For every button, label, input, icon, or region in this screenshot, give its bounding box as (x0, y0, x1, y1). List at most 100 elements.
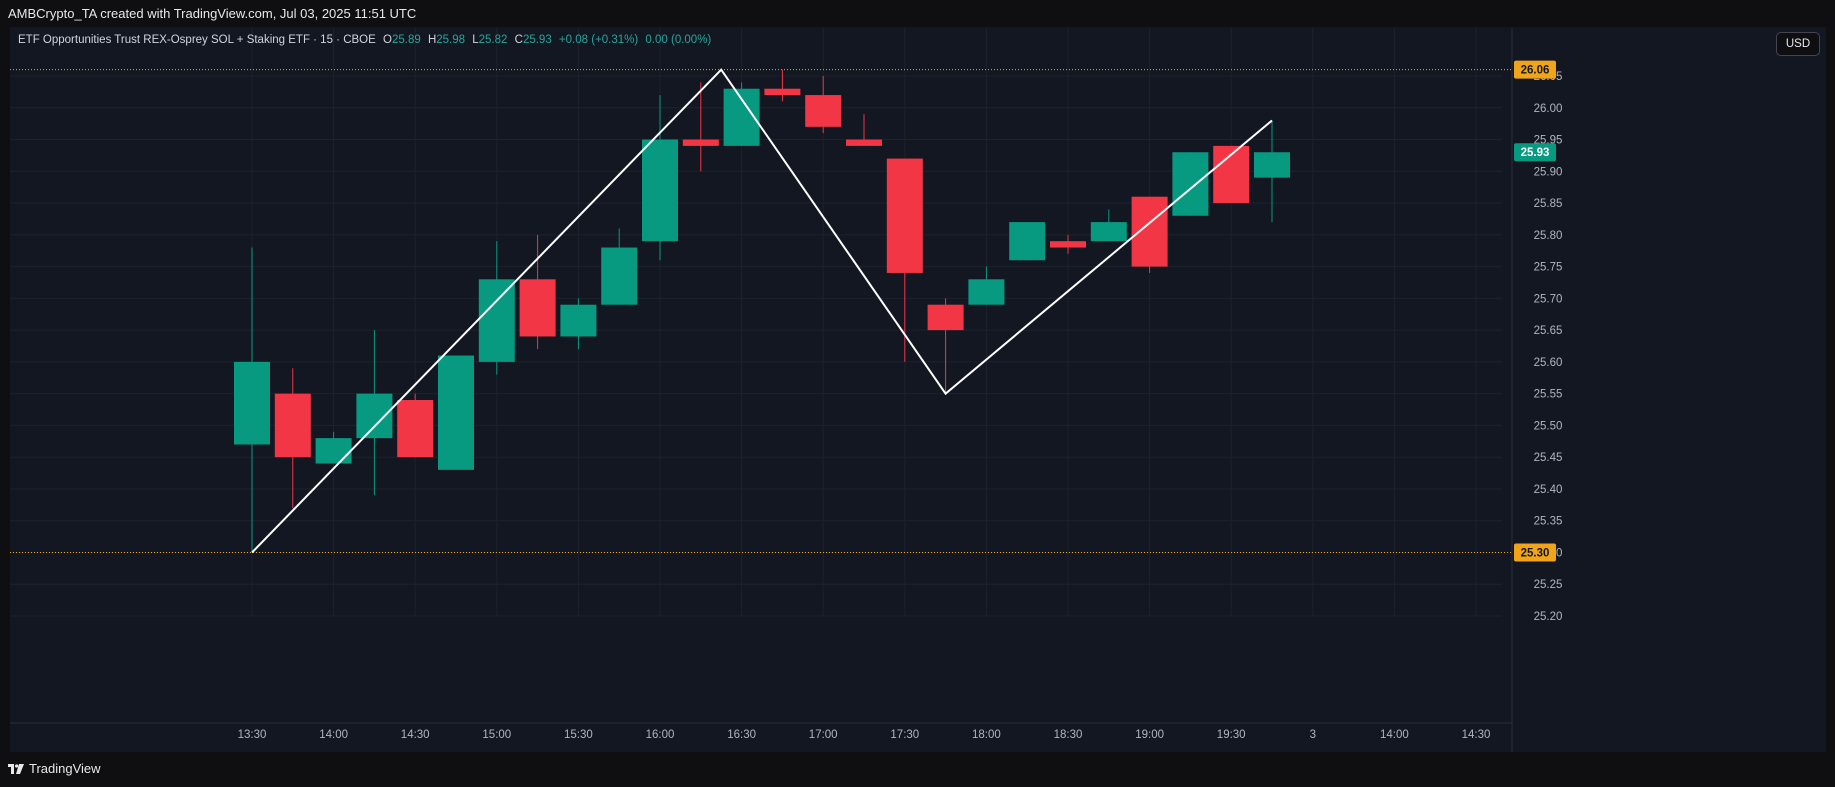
candle (642, 95, 678, 261)
time-tick-label: 16:00 (646, 729, 675, 741)
symbol-legend: ETF Opportunities Trust REX-Osprey SOL +… (18, 34, 711, 46)
symbol-name[interactable]: ETF Opportunities Trust REX-Osprey SOL +… (18, 34, 376, 46)
price-tick-label: 25.60 (1534, 357, 1563, 369)
tradingview-logo-icon (8, 763, 24, 774)
price-tick-label: 25.20 (1534, 611, 1563, 623)
time-tick-label: 19:00 (1135, 729, 1164, 741)
candle (315, 431, 352, 464)
candle-body (315, 438, 352, 464)
candle (805, 76, 842, 134)
candle (1172, 152, 1209, 216)
volume-value: 0.00 (0.00%) (645, 34, 712, 46)
candle (846, 114, 882, 146)
candle (968, 266, 1005, 305)
candle (1254, 120, 1290, 223)
price-tick-label: 25.50 (1534, 420, 1563, 432)
candle-body (478, 279, 515, 362)
chart-caption: AMBCrypto_TA created with TradingView.co… (8, 6, 417, 21)
price-tick-label: 25.25 (1534, 579, 1563, 591)
time-tick-label: 3 (1310, 729, 1316, 741)
candle (397, 393, 434, 458)
candle-body (1172, 152, 1209, 216)
change-value: +0.08 (+0.31%) (558, 34, 639, 46)
open-value: 25.89 (391, 34, 421, 46)
time-tick-label: 17:30 (890, 729, 919, 741)
candle-body (642, 139, 678, 242)
open-label: O (383, 34, 392, 46)
candle-body (519, 279, 556, 337)
candle (274, 368, 311, 508)
time-tick-label: 14:00 (1380, 729, 1409, 741)
top-bar (0, 0, 1835, 28)
candle-body (1090, 222, 1127, 242)
candle (764, 69, 801, 102)
horizontal-levels (10, 69, 1512, 553)
time-tick-label: 14:30 (1462, 729, 1491, 741)
low-label: L (472, 34, 479, 46)
candle-body (968, 279, 1005, 305)
candle (560, 298, 597, 350)
time-tick-label: 17:00 (809, 729, 838, 741)
price-tick-label: 25.80 (1534, 230, 1563, 242)
candle (886, 158, 923, 362)
candle-body (1050, 241, 1086, 248)
price-tags: 26.06 25.30 25.93 (1514, 60, 1556, 562)
close-label: C (514, 34, 523, 46)
time-tick-label: 16:30 (727, 729, 756, 741)
candle-body (234, 361, 270, 445)
candle (601, 228, 638, 305)
price-tick-label: 25.45 (1534, 452, 1563, 464)
candles (234, 69, 1290, 553)
candle (478, 241, 515, 375)
time-tick-label: 18:00 (972, 729, 1001, 741)
candle (1090, 209, 1127, 242)
close-value: 25.93 (522, 34, 552, 46)
time-tick-label: 19:30 (1217, 729, 1246, 741)
candle-body (764, 88, 801, 96)
candle (1009, 222, 1046, 261)
candle-body (356, 393, 393, 439)
candle-body (1009, 222, 1046, 261)
candle-body (846, 139, 882, 146)
time-tick-label: 15:00 (482, 729, 511, 741)
price-axis: 25.2025.2525.3025.3525.4025.4525.5025.55… (1534, 71, 1563, 623)
time-tick-label: 15:30 (564, 729, 593, 741)
level-price-tag-bg (1514, 60, 1556, 79)
candle-body (805, 95, 842, 127)
last-price-tag-bg (1514, 143, 1556, 162)
candle (234, 247, 270, 553)
time-tick-label: 13:30 (238, 729, 267, 741)
candle (438, 355, 474, 470)
brand-name: TradingView (29, 761, 101, 776)
candle (723, 82, 760, 146)
level-price-tag: 25.30 (1521, 547, 1550, 559)
price-tick-label: 25.85 (1534, 198, 1563, 210)
candle-body (886, 158, 923, 273)
candle-body (1254, 152, 1290, 178)
candle-body (438, 355, 474, 470)
zigzag-path (251, 68, 1273, 554)
currency-button[interactable]: USD (1776, 32, 1820, 56)
candle-body (560, 304, 597, 337)
time-tick-label: 14:30 (401, 729, 430, 741)
candle (682, 82, 719, 172)
low-value: 25.82 (478, 34, 508, 46)
tradingview-brand[interactable]: TradingView (8, 761, 101, 776)
candle-body (601, 247, 638, 305)
candle-body (927, 304, 964, 331)
zigzag-line (251, 68, 1273, 554)
price-tick-label: 25.65 (1534, 325, 1563, 337)
footer-bar (0, 752, 1835, 787)
time-axis: 13:30 14:00 14:30 15:00 15:30 16:00 16:30 17:00… (238, 729, 1491, 741)
candle-body (682, 139, 719, 146)
price-tick-label: 25.40 (1534, 484, 1563, 496)
price-tick-label: 25.90 (1534, 166, 1563, 178)
last-price-tag: 25.93 (1521, 147, 1550, 159)
candle (1050, 234, 1086, 254)
time-tick-label: 18:30 (1054, 729, 1083, 741)
candle (1131, 196, 1168, 273)
price-tick-label: 25.55 (1534, 389, 1563, 401)
candle-body (397, 400, 434, 458)
candle-body (274, 393, 311, 458)
